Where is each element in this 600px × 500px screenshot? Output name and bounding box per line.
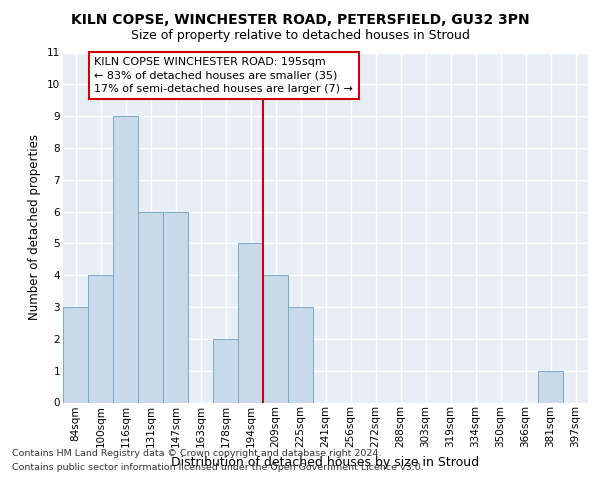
Bar bbox=[213, 339, 238, 402]
Bar bbox=[238, 244, 263, 402]
Bar bbox=[538, 370, 563, 402]
Text: KILN COPSE, WINCHESTER ROAD, PETERSFIELD, GU32 3PN: KILN COPSE, WINCHESTER ROAD, PETERSFIELD… bbox=[71, 12, 529, 26]
Bar bbox=[163, 212, 188, 402]
Text: Contains HM Land Registry data © Crown copyright and database right 2024.: Contains HM Land Registry data © Crown c… bbox=[12, 448, 382, 458]
Text: KILN COPSE WINCHESTER ROAD: 195sqm
← 83% of detached houses are smaller (35)
17%: KILN COPSE WINCHESTER ROAD: 195sqm ← 83%… bbox=[94, 58, 353, 94]
Y-axis label: Number of detached properties: Number of detached properties bbox=[28, 134, 41, 320]
Bar bbox=[113, 116, 138, 403]
Bar bbox=[288, 307, 313, 402]
Text: Size of property relative to detached houses in Stroud: Size of property relative to detached ho… bbox=[131, 29, 469, 42]
Bar bbox=[88, 275, 113, 402]
Bar bbox=[63, 307, 88, 402]
Text: Contains public sector information licensed under the Open Government Licence v3: Contains public sector information licen… bbox=[12, 464, 424, 472]
Bar bbox=[138, 212, 163, 402]
X-axis label: Distribution of detached houses by size in Stroud: Distribution of detached houses by size … bbox=[172, 456, 479, 468]
Bar bbox=[263, 275, 288, 402]
